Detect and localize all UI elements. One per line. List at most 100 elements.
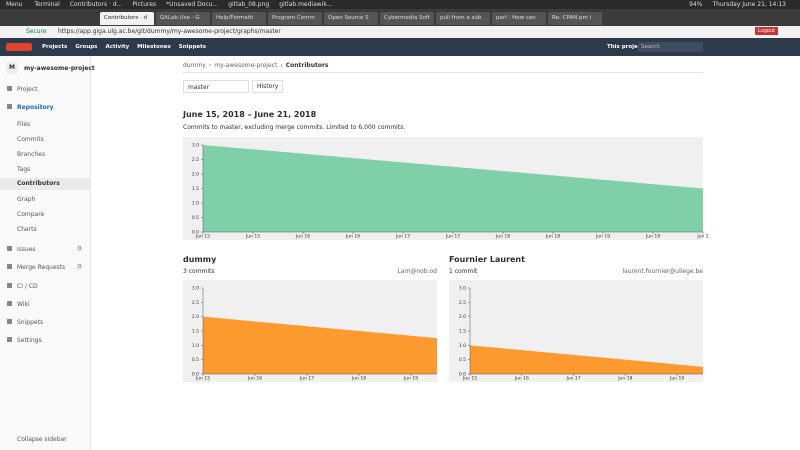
y-tick-label: 1.0: [192, 201, 199, 207]
icon: [7, 264, 12, 269]
separator: ›: [208, 62, 212, 69]
tab[interactable]: Re: CPAN pm i: [548, 12, 602, 25]
count: 0: [76, 246, 84, 252]
y-tick-label: 2.0: [192, 314, 199, 320]
nav-item[interactable]: Milestones: [137, 44, 171, 50]
separator: ›: [280, 62, 283, 69]
sidebar-item[interactable]: Branches: [17, 151, 45, 158]
sidebar-item[interactable]: Snippets: [7, 319, 43, 326]
y-tick-label: 2.5: [192, 300, 199, 306]
menu[interactable]: Menu: [6, 1, 23, 8]
y-tick-label: 2.0: [192, 172, 199, 178]
sidebar-item[interactable]: Settings: [7, 337, 42, 344]
sidebar-item[interactable]: Graph: [17, 196, 35, 203]
y-tick-label: 0.0: [459, 372, 466, 378]
sidebar-item[interactable]: Commits: [17, 136, 44, 143]
sidebar-item[interactable]: Project: [7, 86, 38, 93]
sidebar-item[interactable]: Tags: [17, 166, 30, 173]
window[interactable]: Pictures: [132, 1, 157, 8]
tab[interactable]: Open Source S: [324, 12, 378, 25]
heading: June 15, 2018 – June 21, 2018: [183, 110, 317, 119]
icon: [7, 337, 12, 342]
search[interactable]: Search: [638, 42, 703, 52]
y-tick-label: 3.0: [192, 286, 199, 292]
label: Commits: [17, 136, 44, 143]
x-tick-label: Jun 18: [495, 234, 510, 240]
tab[interactable]: Program Comm: [268, 12, 322, 25]
sidebar-item[interactable]: Issues: [7, 246, 36, 253]
icon: [7, 246, 12, 251]
nav-item[interactable]: Projects: [42, 44, 68, 50]
x-tick-label: Jun 19: [403, 376, 418, 382]
logout[interactable]: Logout: [755, 27, 779, 35]
window[interactable]: gitlab.mediawik...: [279, 1, 333, 8]
gitlab-nav: Projects Groups Activity Milestones Snippets…: [0, 38, 800, 56]
count: 0: [76, 264, 84, 270]
contributor-name: Fournier Laurent: [449, 255, 525, 264]
label: Compare: [17, 211, 45, 218]
clock: 94% Thursday June 21, 14:13: [689, 0, 786, 9]
y-tick-label: 0.5: [192, 215, 199, 221]
url[interactable]: https://app.giga.ulg.ac.be/git/dummy/my-…: [58, 28, 281, 35]
label: CI / CD: [17, 283, 38, 290]
window-list: Terminal Contributors · d... Pictures *Unsa…: [34, 1, 342, 8]
tab[interactable]: Help/Formatti: [212, 12, 266, 25]
label: Settings: [17, 337, 42, 344]
x-tick-label: Jun 17: [395, 234, 410, 240]
collapse[interactable]: Collapse sidebar: [17, 436, 67, 443]
x-tick-label: Jun 19: [645, 234, 660, 240]
x-tick-label: Jun 17: [445, 234, 460, 240]
y-tick-label: 0.0: [192, 230, 199, 236]
label: Charts: [17, 226, 37, 233]
logo[interactable]: [6, 43, 32, 51]
label: Repository: [17, 104, 54, 111]
crumb[interactable]: my-awesome-project: [214, 62, 278, 69]
sidebar-item[interactable]: Charts: [17, 226, 37, 233]
label: Tags: [17, 166, 31, 173]
tab[interactable]: GitLab.Use - G: [156, 12, 210, 25]
scope: This project: [607, 44, 644, 50]
nav-item[interactable]: Snippets: [178, 44, 207, 50]
taskbar: Menu Terminal Contributors · d... Pictures…: [0, 0, 800, 9]
label: Merge Requests: [17, 264, 66, 271]
tab[interactable]: perl - How can: [492, 12, 546, 25]
battery: 94%: [689, 1, 703, 8]
y-tick-label: 2.0: [459, 314, 466, 320]
x-tick-label: Jun 17: [565, 376, 580, 382]
sidebar-item[interactable]: Repository: [7, 104, 54, 111]
y-tick-label: 1.5: [192, 329, 199, 335]
icon: [7, 104, 12, 109]
sidebar-item[interactable]: CI / CD: [7, 283, 38, 290]
window[interactable]: gitlab_08.png: [228, 1, 270, 8]
project-name[interactable]: my-awesome-project: [24, 65, 95, 72]
x-tick-label: Jun 18: [617, 376, 632, 382]
label: Branches: [17, 151, 45, 158]
tab[interactable]: Contributors · d: [100, 12, 154, 25]
sidebar-item[interactable]: Files: [17, 121, 30, 128]
window[interactable]: Terminal: [34, 1, 60, 8]
sidebar-item[interactable]: Wiki: [7, 301, 30, 308]
y-tick-label: 2.5: [192, 157, 199, 163]
sidebar-item[interactable]: Contributors: [0, 178, 90, 190]
window[interactable]: *Unsaved Docu...: [166, 1, 219, 8]
crumb[interactable]: dummy: [183, 62, 206, 69]
subheading: Commits to master, excluding merge commi…: [183, 124, 406, 131]
history-button[interactable]: History: [252, 80, 284, 93]
nav-item[interactable]: Groups: [75, 44, 98, 50]
crumb[interactable]: Contributors: [285, 62, 329, 69]
time: Thursday June 21, 14:13: [712, 1, 786, 8]
divider: [183, 72, 703, 73]
avatar: M: [6, 62, 18, 74]
sidebar-item[interactable]: Merge Requests: [7, 264, 65, 271]
window[interactable]: Contributors · d...: [69, 1, 123, 8]
tab[interactable]: pull from a sub: [436, 12, 490, 25]
x-tick-label: Jun 17: [299, 376, 314, 382]
branch-select[interactable]: master: [183, 80, 249, 93]
nav-item[interactable]: Activity: [105, 44, 130, 50]
tab[interactable]: Cybermedia Soft: [380, 12, 434, 25]
x-tick-label: Jun 15: [195, 376, 210, 382]
icon: [7, 301, 12, 306]
sidebar-item[interactable]: Compare: [17, 211, 44, 218]
